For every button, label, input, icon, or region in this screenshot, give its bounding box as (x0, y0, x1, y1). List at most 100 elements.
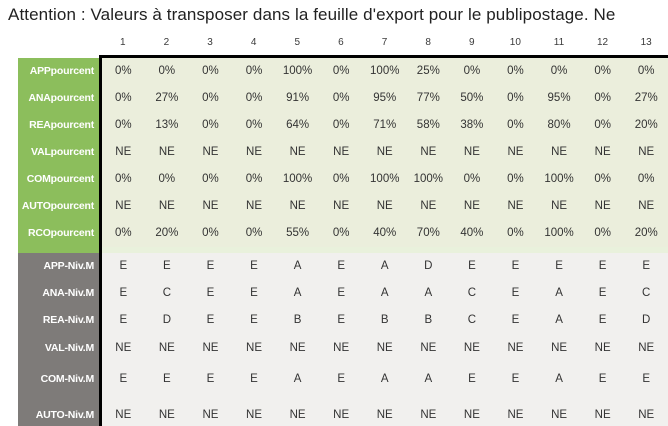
table-cell[interactable]: NE (420, 342, 437, 354)
table-cell[interactable]: 0% (594, 227, 611, 239)
row-header-anapourcent[interactable]: ANApourcent (18, 84, 99, 112)
table-cell[interactable]: NE (376, 342, 393, 354)
table-cell[interactable]: 20% (155, 227, 179, 239)
table-cell[interactable]: 100% (370, 65, 400, 77)
row-header-auto-niv-m[interactable]: AUTO-Niv.M (18, 394, 99, 426)
table-cell[interactable]: D (424, 260, 433, 272)
table-cell[interactable]: 100% (413, 173, 444, 185)
table-cell[interactable]: NE (507, 200, 524, 212)
column-header-7[interactable]: 7 (381, 37, 388, 48)
table-cell[interactable]: NE (638, 408, 655, 421)
column-header-11[interactable]: 11 (553, 37, 565, 48)
table-cell[interactable]: E (119, 260, 128, 272)
table-cell[interactable]: NE (115, 408, 132, 421)
table-cell[interactable]: E (511, 314, 520, 326)
table-cell[interactable]: E (511, 372, 520, 385)
table-cell[interactable]: NE (333, 146, 350, 158)
table-cell[interactable]: A (555, 287, 563, 299)
table-cell[interactable]: NE (158, 146, 175, 158)
table-cell[interactable]: 91% (286, 92, 310, 104)
table-cell[interactable]: 13% (155, 119, 179, 131)
row-header-rea-niv-m[interactable]: REA-Niv.M (18, 306, 99, 334)
table-cell[interactable]: NE (115, 200, 132, 212)
row-header-reapourcent[interactable]: REApourcent (18, 111, 99, 139)
column-header-13[interactable]: 13 (640, 37, 652, 48)
table-cell[interactable]: 20% (634, 227, 658, 239)
table-cell[interactable]: E (642, 372, 651, 385)
table-cell[interactable]: 25% (416, 65, 440, 77)
table-cell[interactable]: 0% (507, 227, 524, 239)
table-cell[interactable]: A (293, 372, 302, 385)
table-cell[interactable]: 0% (463, 65, 481, 77)
row-header-com-niv-m[interactable]: COM-Niv.M (18, 362, 99, 395)
table-cell[interactable]: E (642, 260, 651, 272)
column-header-3[interactable]: 3 (207, 37, 213, 48)
table-cell[interactable]: NE (246, 342, 262, 354)
table-cell[interactable]: 0% (202, 173, 219, 185)
table-cell[interactable]: 95% (373, 92, 397, 104)
table-cell[interactable]: 0% (202, 65, 219, 77)
table-cell[interactable]: NE (333, 200, 350, 212)
table-cell[interactable]: NE (551, 200, 568, 212)
table-cell[interactable]: NE (333, 342, 350, 354)
table-cell[interactable]: 0% (594, 119, 611, 131)
table-cell[interactable]: B (424, 314, 433, 326)
table-cell[interactable]: 0% (245, 173, 263, 185)
table-cell[interactable]: 0% (332, 119, 350, 131)
table-cell[interactable]: E (511, 287, 520, 299)
table-cell[interactable]: NE (507, 408, 524, 421)
table-cell[interactable]: C (467, 314, 477, 326)
table-cell[interactable]: NE (333, 408, 350, 421)
table-cell[interactable]: B (380, 314, 389, 326)
table-cell[interactable]: NE (463, 342, 480, 354)
table-cell[interactable]: E (250, 287, 258, 299)
table-cell[interactable]: A (380, 287, 389, 299)
table-cell[interactable]: NE (551, 408, 568, 421)
row-header-autopourcent[interactable]: AUTOpourcent (18, 192, 99, 220)
table-cell[interactable]: NE (594, 342, 611, 354)
table-cell[interactable]: NE (638, 342, 655, 354)
table-cell[interactable]: E (598, 260, 607, 272)
table-cell[interactable]: NE (594, 408, 611, 421)
table-cell[interactable]: NE (158, 408, 175, 421)
table-cell[interactable]: 58% (416, 119, 440, 131)
table-cell[interactable]: 100% (282, 65, 313, 77)
table-cell[interactable]: 0% (245, 119, 263, 131)
table-cell[interactable]: 0% (158, 65, 176, 77)
table-cell[interactable]: 0% (332, 92, 350, 104)
table-cell[interactable]: E (206, 372, 215, 385)
table-cell[interactable]: 0% (114, 119, 132, 131)
table-cell[interactable]: A (555, 314, 563, 326)
column-header-8[interactable]: 8 (425, 37, 431, 48)
table-cell[interactable]: 38% (460, 119, 484, 131)
table-cell[interactable]: NE (158, 200, 175, 212)
table-cell[interactable]: E (206, 314, 215, 326)
column-header-6[interactable]: 6 (338, 37, 344, 48)
table-cell[interactable]: NE (463, 408, 480, 421)
table-cell[interactable]: E (206, 287, 215, 299)
table-cell[interactable]: 100% (370, 173, 400, 185)
table-cell[interactable]: 0% (332, 65, 350, 77)
table-cell[interactable]: 71% (373, 119, 397, 131)
table-cell[interactable]: E (598, 372, 607, 385)
table-cell[interactable]: E (337, 314, 345, 326)
table-cell[interactable]: NE (376, 408, 393, 421)
table-cell[interactable]: E (468, 372, 476, 385)
table-cell[interactable]: B (293, 314, 302, 326)
table-cell[interactable]: NE (638, 200, 655, 212)
table-cell[interactable]: 0% (594, 173, 611, 185)
table-cell[interactable]: NE (115, 342, 132, 354)
table-cell[interactable]: A (424, 287, 433, 299)
table-cell[interactable]: NE (289, 146, 306, 158)
column-header-5[interactable]: 5 (294, 37, 301, 48)
table-cell[interactable]: NE (289, 200, 306, 212)
table-cell[interactable]: A (555, 372, 563, 385)
table-cell[interactable]: 55% (286, 227, 310, 239)
table-cell[interactable]: 0% (114, 173, 132, 185)
table-cell[interactable]: 0% (202, 119, 219, 131)
row-header-app-niv-m[interactable]: APP-Niv.M (18, 252, 99, 280)
column-header-9[interactable]: 9 (468, 37, 475, 48)
table-cell[interactable]: NE (246, 200, 262, 212)
table-cell[interactable]: E (598, 314, 607, 326)
table-cell[interactable]: 64% (286, 119, 310, 131)
